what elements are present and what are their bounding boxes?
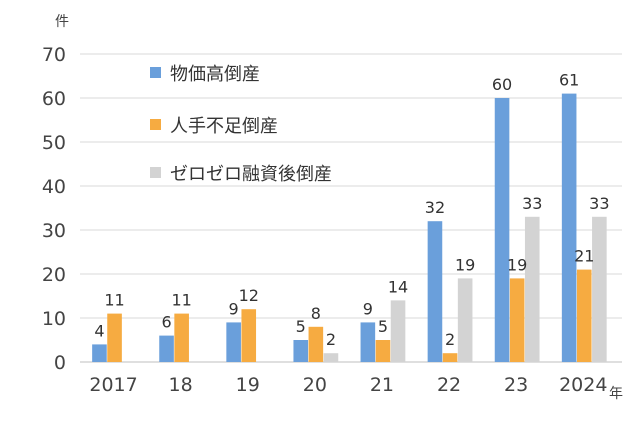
- bar: [494, 98, 510, 362]
- y-tick-label: 40: [42, 176, 66, 198]
- data-label: 19: [507, 255, 527, 274]
- y-tick-label: 60: [42, 88, 66, 110]
- bar: [375, 340, 391, 362]
- legend-item-2: ゼロゼロ融資後倒産: [150, 164, 332, 185]
- x-tick-label: 2024: [559, 374, 607, 396]
- data-label: 9: [229, 299, 239, 318]
- legend-label: 人手不足倒産: [170, 116, 278, 137]
- x-axis-unit: 年: [609, 386, 623, 402]
- y-tick-label: 50: [42, 132, 66, 154]
- x-tick-label: 22: [437, 374, 461, 396]
- data-label: 11: [104, 291, 124, 310]
- data-label: 6: [161, 313, 171, 332]
- bar: [293, 340, 309, 362]
- bar: [107, 313, 122, 362]
- legend-swatch: [150, 167, 161, 178]
- data-label: 21: [574, 247, 594, 266]
- x-tick-label: 23: [504, 374, 528, 396]
- gridlines: [80, 53, 622, 319]
- bar: [92, 344, 107, 362]
- data-label: 60: [492, 75, 512, 94]
- bar: [226, 322, 241, 362]
- y-tick-label: 70: [42, 44, 66, 66]
- data-label: 19: [455, 255, 475, 274]
- y-tick-label: 10: [42, 308, 66, 330]
- bar: [360, 322, 376, 362]
- bar: [509, 278, 525, 362]
- bar: [427, 221, 443, 362]
- data-label: 11: [171, 291, 191, 310]
- legend-item-1: 人手不足倒産: [150, 116, 278, 137]
- data-label: 33: [589, 194, 609, 213]
- bar: [442, 353, 458, 362]
- data-label: 2: [445, 330, 455, 349]
- data-label: 12: [239, 286, 259, 305]
- y-tick-label: 20: [42, 264, 66, 286]
- bar: [457, 278, 473, 362]
- legend-label: ゼロゼロ融資後倒産: [170, 164, 332, 185]
- y-tick-label: 30: [42, 220, 66, 242]
- data-label: 33: [522, 194, 542, 213]
- data-label: 8: [311, 304, 321, 323]
- x-tick-label: 20: [303, 374, 327, 396]
- legend-label: 物価高倒産: [170, 64, 260, 85]
- bar: [159, 335, 174, 362]
- legend-swatch: [150, 67, 161, 78]
- y-tick-label: 0: [54, 352, 66, 374]
- data-label: 2: [326, 330, 336, 349]
- data-label: 14: [388, 277, 408, 296]
- data-label: 5: [296, 317, 306, 336]
- x-tick-label: 18: [169, 374, 193, 396]
- data-label: 9: [363, 299, 373, 318]
- legend-swatch: [150, 119, 161, 130]
- bar: [561, 93, 577, 362]
- bar: [241, 309, 257, 362]
- bar: [323, 353, 339, 362]
- bar: [592, 216, 607, 362]
- legend: 物価高倒産 人手不足倒産 ゼロゼロ融資後倒産: [150, 64, 332, 185]
- data-label: 5: [378, 317, 388, 336]
- bar: [390, 300, 406, 362]
- data-label: 61: [559, 71, 579, 90]
- bars: [92, 93, 607, 362]
- y-axis-unit: 件: [55, 14, 69, 30]
- data-label: 32: [425, 198, 445, 217]
- data-label: 4: [94, 321, 104, 340]
- bar: [174, 313, 189, 362]
- bar: [576, 269, 592, 362]
- bar: [524, 216, 540, 362]
- x-tick-label: 21: [370, 374, 394, 396]
- x-tick-label: 19: [236, 374, 260, 396]
- bar: [308, 326, 324, 362]
- legend-item-0: 物価高倒産: [150, 64, 260, 85]
- x-tick-label: 2017: [89, 374, 137, 396]
